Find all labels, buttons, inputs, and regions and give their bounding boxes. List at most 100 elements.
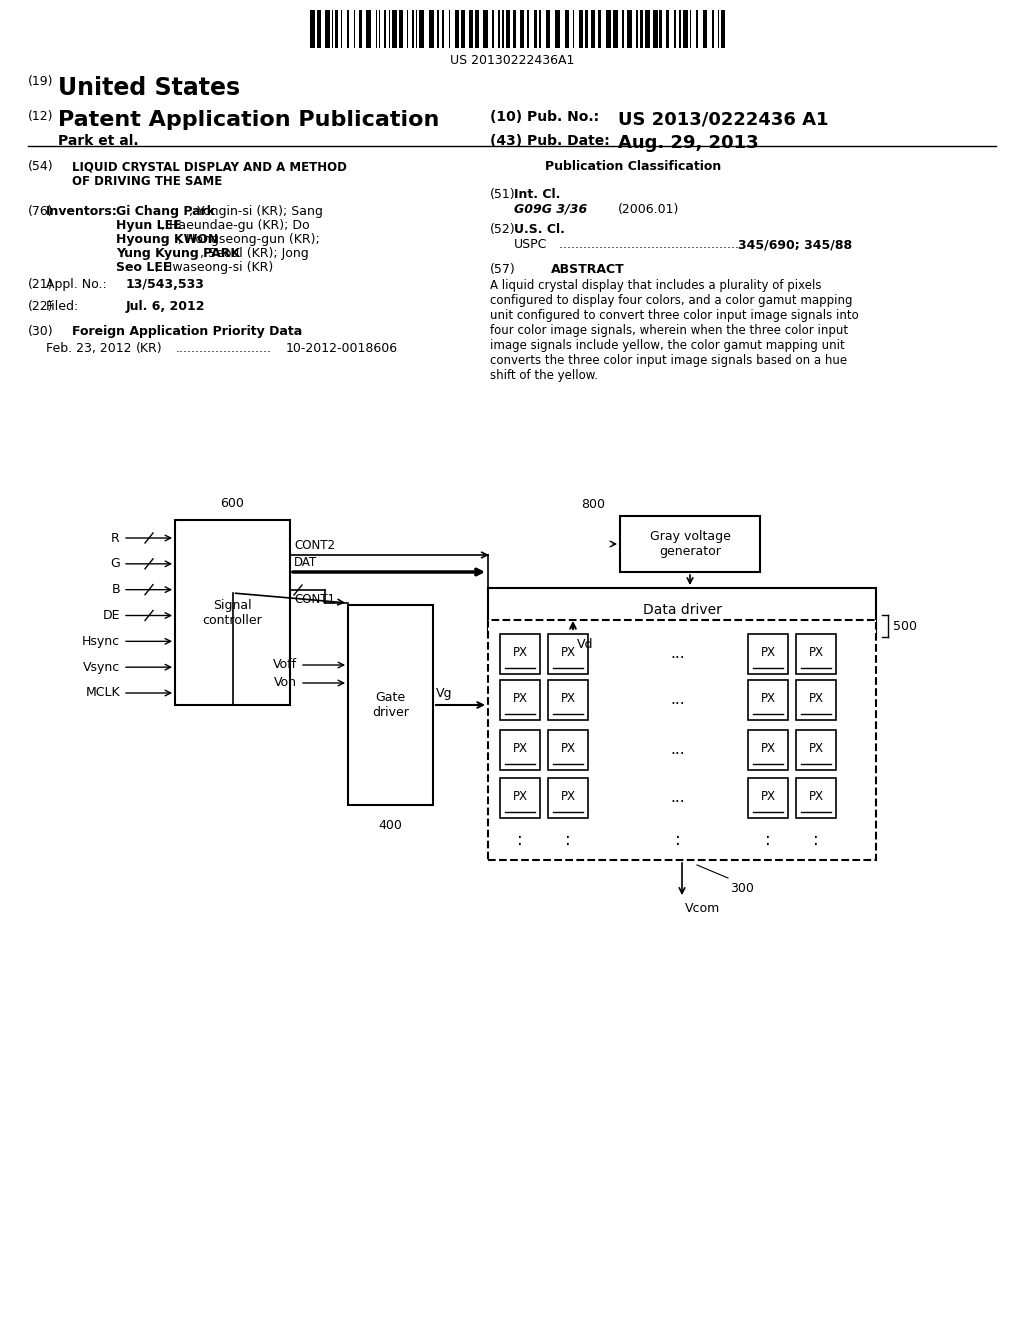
Text: , Haeundae-gu (KR); Do: , Haeundae-gu (KR); Do — [161, 219, 309, 232]
Bar — [442, 11, 444, 48]
Text: Gate
driver: Gate driver — [372, 690, 409, 719]
Bar — [796, 777, 836, 818]
Bar — [367, 11, 371, 48]
Bar — [637, 11, 638, 48]
Bar — [679, 11, 681, 48]
Text: (51): (51) — [490, 187, 516, 201]
Bar — [359, 11, 362, 48]
Text: Foreign Application Priority Data: Foreign Application Priority Data — [72, 325, 302, 338]
Text: Yung Kyung PARK: Yung Kyung PARK — [116, 247, 240, 260]
Text: Vg: Vg — [436, 686, 453, 700]
Bar — [659, 11, 663, 48]
Bar — [606, 11, 611, 48]
Bar — [718, 11, 719, 48]
Text: PX: PX — [809, 645, 823, 659]
Text: ...: ... — [671, 693, 685, 708]
Bar — [500, 730, 540, 770]
Text: LIQUID CRYSTAL DISPLAY AND A METHOD: LIQUID CRYSTAL DISPLAY AND A METHOD — [72, 160, 347, 173]
Text: , Hongseong-gun (KR);: , Hongseong-gun (KR); — [177, 234, 319, 246]
Bar — [413, 11, 414, 48]
Text: Publication Classification: Publication Classification — [545, 160, 721, 173]
Text: OF DRIVING THE SAME: OF DRIVING THE SAME — [72, 176, 222, 187]
Bar — [580, 11, 584, 48]
Bar — [502, 11, 504, 48]
Text: .............................................: ........................................… — [555, 238, 739, 251]
Bar — [419, 11, 424, 48]
Bar — [461, 11, 465, 48]
Text: US 2013/0222436 A1: US 2013/0222436 A1 — [618, 110, 828, 128]
Text: MCLK: MCLK — [85, 686, 120, 700]
Bar — [721, 11, 725, 48]
Bar — [379, 11, 380, 48]
Bar — [620, 516, 760, 572]
Text: PX: PX — [809, 692, 823, 705]
Text: Von: Von — [274, 676, 297, 689]
Text: Park et al.: Park et al. — [58, 135, 138, 148]
Bar — [436, 11, 438, 48]
Bar — [748, 777, 788, 818]
Bar — [548, 634, 588, 675]
Text: (57): (57) — [490, 263, 516, 276]
Text: Int. Cl.: Int. Cl. — [514, 187, 560, 201]
Bar — [585, 11, 588, 48]
Bar — [565, 11, 569, 48]
Bar — [548, 680, 588, 719]
Bar — [500, 634, 540, 675]
Text: Inventors:: Inventors: — [46, 205, 118, 218]
Bar — [488, 587, 876, 632]
Text: PX: PX — [560, 789, 575, 803]
Bar — [748, 634, 788, 675]
Text: :: : — [765, 832, 771, 849]
Bar — [748, 680, 788, 719]
Bar — [347, 11, 349, 48]
Text: (52): (52) — [490, 223, 516, 236]
Bar — [407, 11, 409, 48]
Bar — [796, 730, 836, 770]
Text: CONT1: CONT1 — [294, 593, 335, 606]
Bar — [598, 11, 601, 48]
Bar — [376, 11, 378, 48]
Bar — [416, 11, 418, 48]
Bar — [429, 11, 433, 48]
Text: 800: 800 — [581, 498, 605, 511]
Text: 500: 500 — [893, 619, 918, 632]
Bar — [573, 11, 574, 48]
Bar — [640, 11, 643, 48]
Text: Voff: Voff — [272, 659, 297, 672]
Bar — [325, 11, 330, 48]
Text: PX: PX — [512, 692, 527, 705]
Bar — [520, 11, 524, 48]
Text: :: : — [675, 832, 681, 849]
Bar — [674, 11, 676, 48]
Bar — [332, 11, 333, 48]
Text: (12): (12) — [28, 110, 53, 123]
Text: PX: PX — [761, 692, 775, 705]
Text: Gray voltage
generator: Gray voltage generator — [649, 531, 730, 558]
Text: , Seoul (KR); Jong: , Seoul (KR); Jong — [200, 247, 309, 260]
Text: G09G 3/36: G09G 3/36 — [514, 203, 587, 216]
Bar — [548, 777, 588, 818]
Text: PX: PX — [761, 645, 775, 659]
Bar — [389, 11, 390, 48]
Text: Vsync: Vsync — [83, 661, 120, 673]
Text: Hyun LEE: Hyun LEE — [116, 219, 181, 232]
Text: Appl. No.:: Appl. No.: — [46, 279, 106, 290]
Text: ...: ... — [671, 791, 685, 805]
Bar — [645, 11, 650, 48]
Text: :: : — [517, 832, 523, 849]
Bar — [527, 11, 528, 48]
Text: Filed:: Filed: — [46, 300, 79, 313]
Text: , Hwaseong-si (KR): , Hwaseong-si (KR) — [156, 261, 273, 275]
Text: (19): (19) — [28, 75, 53, 88]
Text: CONT2: CONT2 — [294, 539, 335, 552]
Text: PX: PX — [809, 742, 823, 755]
Text: (KR): (KR) — [136, 342, 163, 355]
Text: U.S. Cl.: U.S. Cl. — [514, 223, 565, 236]
Bar — [540, 11, 542, 48]
Text: (2006.01): (2006.01) — [618, 203, 679, 216]
Bar — [591, 11, 595, 48]
Bar — [175, 520, 290, 705]
Text: (22): (22) — [28, 300, 53, 313]
Text: (30): (30) — [28, 325, 53, 338]
Bar — [469, 11, 473, 48]
